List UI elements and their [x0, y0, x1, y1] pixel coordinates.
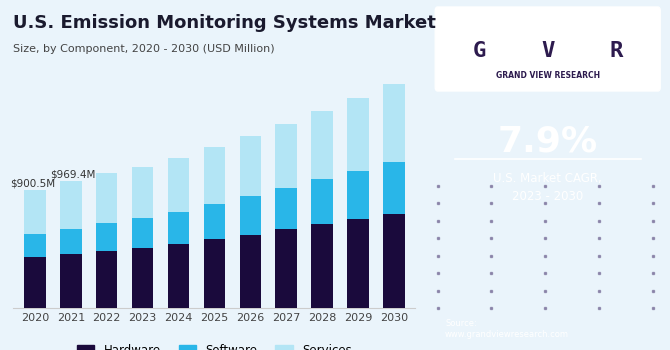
- Bar: [96, 223, 117, 251]
- Bar: [383, 214, 405, 308]
- Bar: [240, 234, 261, 308]
- Text: Size, by Component, 2020 - 2030 (USD Million): Size, by Component, 2020 - 2030 (USD Mil…: [13, 44, 275, 54]
- Bar: [347, 171, 368, 219]
- Bar: [24, 257, 46, 308]
- Bar: [96, 251, 117, 308]
- Bar: [383, 84, 405, 162]
- Bar: [132, 218, 153, 248]
- Bar: [347, 98, 368, 171]
- Legend: Hardware, Software, Services: Hardware, Software, Services: [72, 340, 357, 350]
- Bar: [204, 239, 225, 308]
- Bar: [240, 136, 261, 196]
- Bar: [60, 229, 82, 254]
- Bar: [60, 181, 82, 229]
- Bar: [383, 162, 405, 214]
- Bar: [312, 111, 333, 180]
- Bar: [60, 254, 82, 308]
- Bar: [168, 244, 190, 308]
- Bar: [132, 248, 153, 308]
- Bar: [168, 158, 190, 211]
- Text: 7.9%: 7.9%: [498, 125, 598, 159]
- Bar: [24, 234, 46, 257]
- Bar: [132, 167, 153, 218]
- Text: $969.4M: $969.4M: [50, 169, 95, 179]
- Bar: [204, 204, 225, 239]
- Bar: [275, 229, 297, 308]
- Bar: [312, 224, 333, 308]
- Bar: [275, 124, 297, 188]
- Bar: [204, 147, 225, 204]
- Bar: [275, 188, 297, 229]
- Text: U.S. Market CAGR,
2023 - 2030: U.S. Market CAGR, 2023 - 2030: [493, 172, 602, 203]
- Text: V: V: [541, 41, 554, 61]
- FancyBboxPatch shape: [436, 7, 660, 91]
- Bar: [240, 196, 261, 234]
- Text: U.S. Emission Monitoring Systems Market: U.S. Emission Monitoring Systems Market: [13, 14, 436, 32]
- Bar: [347, 219, 368, 308]
- Bar: [96, 174, 117, 223]
- Text: R: R: [610, 41, 623, 61]
- Bar: [168, 211, 190, 244]
- Text: G: G: [472, 41, 486, 61]
- Bar: [24, 190, 46, 234]
- Bar: [312, 180, 333, 224]
- Text: GRAND VIEW RESEARCH: GRAND VIEW RESEARCH: [496, 71, 600, 80]
- Text: Source:
www.grandviewresearch.com: Source: www.grandviewresearch.com: [445, 318, 569, 339]
- Text: $900.5M: $900.5M: [11, 178, 56, 188]
